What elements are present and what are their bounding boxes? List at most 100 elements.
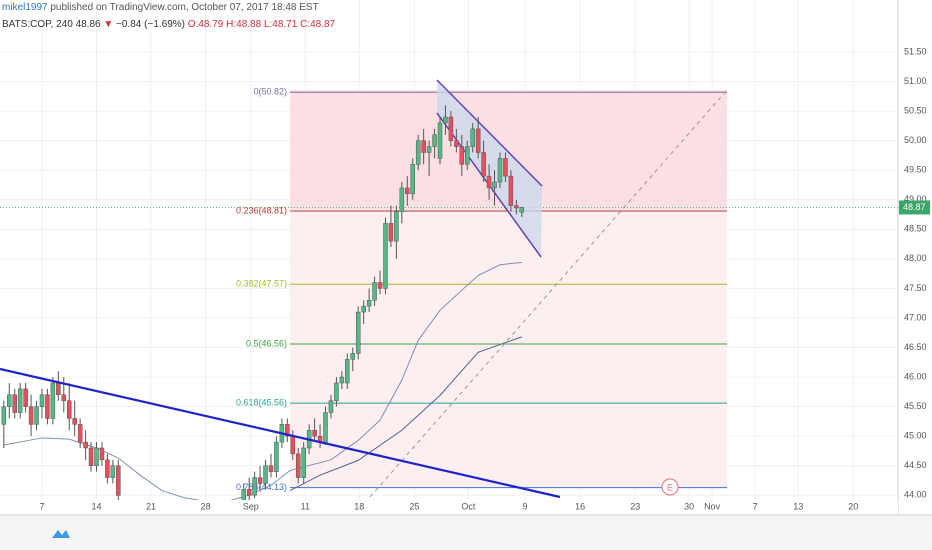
moving-average	[289, 336, 522, 491]
y-tick-label: 44.50	[904, 460, 927, 470]
x-tick-label: 25	[409, 501, 419, 511]
x-tick-label: 7	[39, 501, 44, 511]
candle-body	[241, 489, 246, 502]
y-tick-label: 51.00	[904, 76, 927, 86]
y-tick-label: 44.00	[904, 490, 927, 500]
fib-label: 0.236(48.81)	[236, 205, 287, 215]
candle-body	[77, 424, 83, 443]
moving-average	[3, 261, 522, 502]
fib-label: 0(50.82)	[253, 87, 287, 97]
last-price-label: 48.87	[903, 202, 926, 212]
candle-body	[426, 146, 432, 153]
x-tick-label: Oct	[461, 501, 476, 511]
candle-body	[481, 152, 486, 177]
x-tick-label: 20	[848, 501, 858, 511]
candle-body	[432, 134, 437, 147]
candle-body	[443, 116, 448, 124]
candle-body	[257, 477, 263, 484]
trend-line	[0, 367, 561, 499]
candle-body	[350, 353, 356, 360]
change: −0.84 (−1.69%)	[116, 19, 185, 30]
candle-body	[94, 447, 99, 466]
candle-body	[492, 181, 497, 189]
y-tick-label: 49.00	[904, 194, 927, 204]
candle-body	[7, 394, 12, 407]
candle-body	[105, 459, 110, 478]
x-tick-label: 23	[630, 501, 640, 511]
x-tick-label: 28	[201, 501, 211, 511]
symbol: BATS:COP, 240	[2, 19, 73, 30]
candle-body	[323, 412, 328, 443]
x-tick-label: Nov	[704, 501, 721, 511]
candle-body	[50, 382, 56, 419]
candle-body	[88, 447, 94, 466]
x-tick-label: 13	[793, 501, 803, 511]
candle-body	[448, 116, 454, 141]
fibs: 0(50.82) 0.236(48.81) 0.382(47.57) 0.5(46.5…	[0, 87, 898, 492]
candle-body	[301, 447, 306, 478]
candle-body	[372, 282, 377, 301]
candle-body	[252, 477, 257, 496]
candle-body	[514, 205, 519, 209]
axes: 44.00 44.50 45.00 45.50 46.00 46.50 47.00 47.50…	[39, 46, 930, 511]
candle-body	[399, 187, 405, 212]
candle-body	[83, 441, 88, 449]
candle-body	[459, 146, 465, 165]
y-tick-label: 48.50	[904, 224, 927, 234]
candle-body	[328, 400, 334, 413]
candle-body	[508, 175, 514, 206]
candle-body	[470, 128, 475, 147]
candle-body	[345, 359, 350, 384]
candle-body	[503, 158, 508, 177]
candle-body	[12, 394, 17, 413]
candle-body	[394, 211, 399, 242]
candle-body	[355, 311, 361, 354]
candle-body	[263, 465, 268, 484]
projection-line	[369, 89, 728, 498]
candle-body	[290, 435, 296, 455]
author[interactable]: mikel1997	[2, 2, 48, 13]
fib-label: 0.618(45.56)	[236, 397, 287, 407]
moving-averages	[3, 261, 522, 502]
price-axis	[898, 0, 932, 515]
candle-body	[116, 465, 121, 496]
x-tick-label: 14	[91, 501, 101, 511]
y-tick-label: 48.00	[904, 253, 927, 263]
candle-body	[366, 299, 372, 307]
y-tick-label: 46.50	[904, 342, 927, 352]
logo	[52, 530, 70, 538]
candle-body	[110, 465, 116, 478]
candle-body	[410, 164, 415, 195]
candle-body	[465, 146, 470, 165]
candle-body	[295, 453, 301, 478]
candle-body	[274, 441, 279, 472]
x-tick-label: 18	[354, 501, 364, 511]
x-tick-label: 7	[753, 501, 758, 511]
candle-body	[23, 388, 28, 407]
x-tick-label: 16	[575, 501, 585, 511]
candle-body	[45, 394, 50, 419]
y-tick-label: 47.00	[904, 312, 927, 322]
last: 48.86	[76, 19, 101, 30]
candle-body	[497, 158, 503, 183]
x-tick-label: 30	[684, 501, 694, 511]
arrow: ▼	[103, 19, 113, 30]
candle-body	[99, 447, 105, 461]
x-tick-label: 21	[146, 501, 156, 511]
candle-body	[1, 406, 7, 425]
candle-body	[475, 128, 481, 153]
time-axis	[0, 500, 898, 515]
y-tick-label: 50.50	[904, 105, 927, 115]
candle-body	[312, 430, 317, 437]
x-tick-label: 9	[523, 501, 528, 511]
ohlc: O:48.79 H:48.88 L:48.71 C:48.87	[188, 19, 336, 30]
fib-label: 0.5(46.56)	[246, 338, 287, 348]
last-price-tag	[899, 200, 930, 215]
header: mikel1997 published on TradingView.com, …	[2, 2, 319, 13]
earnings-icon[interactable]	[661, 478, 679, 496]
candle-body	[17, 388, 23, 413]
candle-body	[39, 394, 45, 407]
footer	[0, 516, 932, 550]
candle-body	[34, 406, 39, 425]
